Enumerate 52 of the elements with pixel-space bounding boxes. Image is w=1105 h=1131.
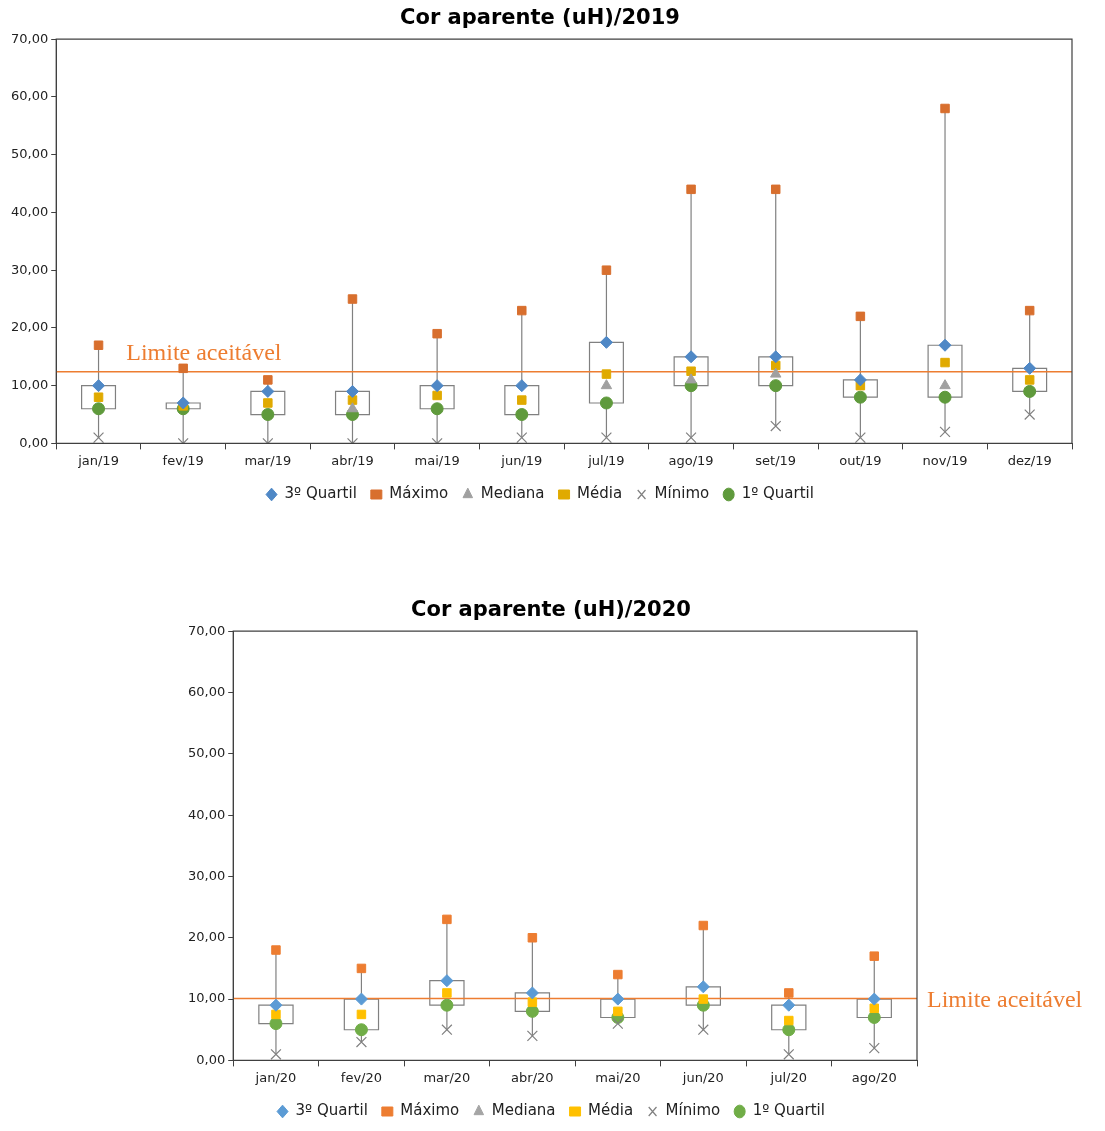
x-tick-label: ago/19 [668, 452, 714, 468]
x-tick-label: mar/20 [423, 1069, 471, 1085]
legend-label: 1º Quartil [741, 484, 814, 503]
legend-label: Mínimo [665, 1101, 721, 1120]
legend-label: 1º Quartil [752, 1101, 825, 1120]
x-tick-label: jul/19 [587, 452, 625, 468]
y-tick-label: 20,00 [188, 929, 226, 945]
legend-label: 3º Quartil [284, 484, 357, 503]
legend-label: Mediana [491, 1101, 556, 1120]
legend-label: 3º Quartil [295, 1101, 368, 1120]
y-tick-label: 20,00 [11, 319, 49, 335]
chart-title: Cor aparente (uH)/2020 [411, 597, 691, 622]
legend-label: Mediana [480, 484, 545, 503]
y-tick-label: 70,00 [11, 30, 49, 46]
chart-title: Cor aparente (uH)/2019 [400, 5, 680, 30]
x-tick-label: dez/19 [1007, 452, 1052, 468]
y-tick-label: 50,00 [11, 146, 49, 162]
x-tick-label: mai/19 [414, 452, 460, 468]
y-tick-label: 40,00 [188, 806, 226, 822]
x-tick-label: nov/19 [922, 452, 968, 468]
x-tick-label: abr/19 [331, 452, 374, 468]
x-tick-label: jan/20 [254, 1069, 297, 1085]
x-tick-label: jun/20 [681, 1069, 724, 1085]
y-tick-label: 60,00 [188, 683, 226, 699]
y-tick-label: 40,00 [11, 203, 49, 219]
x-tick-label: jun/19 [500, 452, 543, 468]
ref-line-label: Limite aceitável [927, 985, 1083, 1012]
x-tick-label: out/19 [839, 452, 882, 468]
x-tick-label: mar/19 [244, 452, 292, 468]
y-tick-label: 50,00 [188, 745, 226, 761]
y-tick-label: 0,00 [19, 434, 49, 450]
x-tick-label: abr/20 [511, 1069, 554, 1085]
x-tick-label: mai/20 [595, 1069, 641, 1085]
x-tick-label: fev/20 [340, 1069, 383, 1085]
y-tick-label: 10,00 [188, 990, 226, 1006]
legend-label: Máximo [389, 484, 449, 503]
x-tick-label: ago/20 [851, 1069, 897, 1085]
legend-label: Média [577, 484, 623, 503]
x-tick-label: set/19 [755, 452, 797, 468]
y-tick-label: 0,00 [196, 1051, 226, 1067]
legend-label: Média [588, 1101, 634, 1120]
y-tick-label: 10,00 [11, 377, 49, 393]
legend-label: Máximo [400, 1101, 460, 1120]
ref-line-label: Limite aceitável [126, 339, 282, 366]
x-tick-label: fev/19 [162, 452, 204, 468]
y-tick-label: 60,00 [11, 88, 49, 104]
legend-label: Mínimo [654, 484, 710, 503]
y-tick-label: 30,00 [188, 867, 226, 883]
x-tick-label: jan/19 [77, 452, 119, 468]
y-tick-label: 30,00 [11, 261, 49, 277]
y-tick-label: 70,00 [188, 622, 226, 638]
x-tick-label: jul/20 [769, 1069, 807, 1085]
